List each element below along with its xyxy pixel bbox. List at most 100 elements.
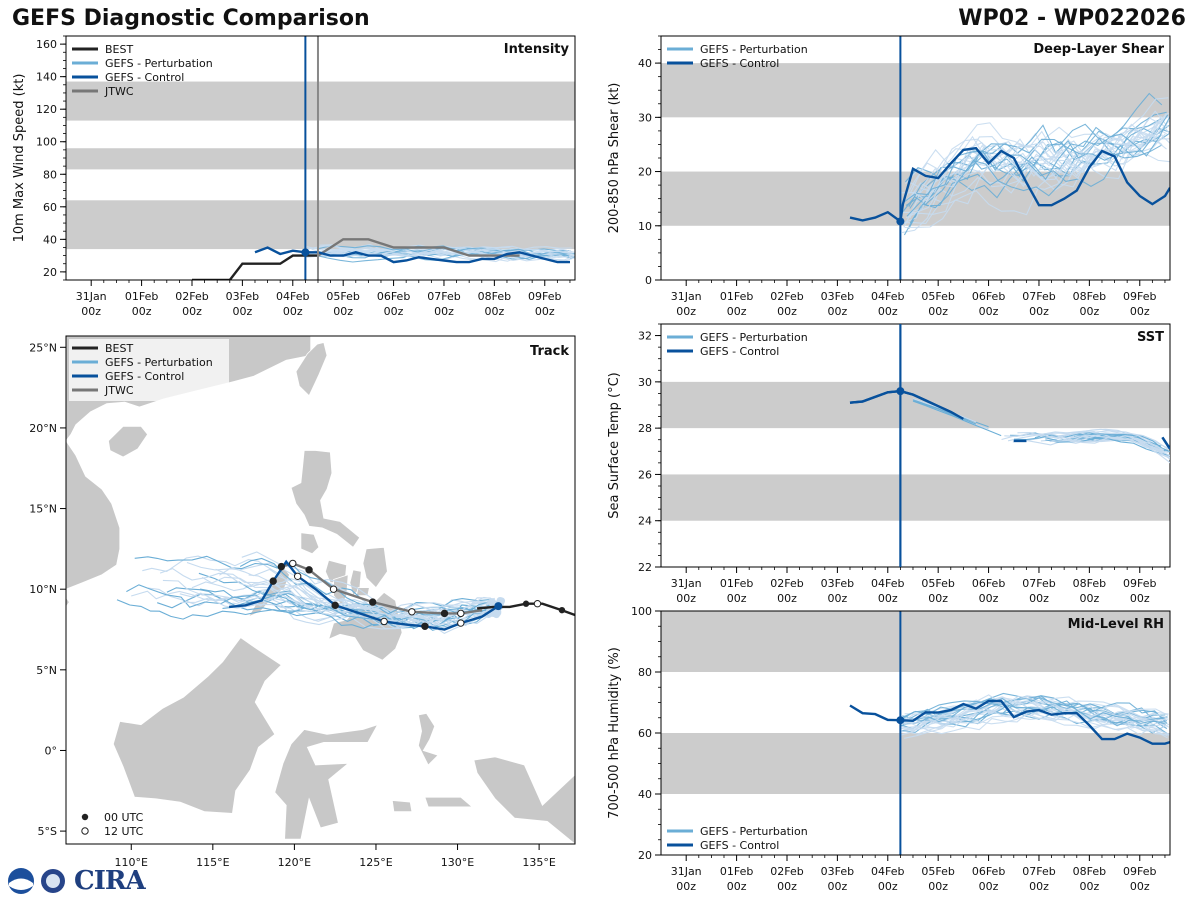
rh-xtick-label-hour: 00z bbox=[878, 880, 898, 893]
land-samar-leyte bbox=[362, 546, 388, 589]
rh-perturbation-line bbox=[900, 694, 1166, 736]
track-marker-legend-12utc: 12 UTC bbox=[104, 825, 144, 838]
shear-perturbation-line bbox=[906, 115, 1170, 217]
intensity-ytick-label: 80 bbox=[43, 168, 57, 181]
shear-perturbation-line bbox=[901, 111, 1167, 214]
sst-xtick-label-hour: 00z bbox=[1130, 592, 1150, 605]
land-halmahera bbox=[417, 712, 439, 766]
figure-title: GEFS Diagnostic Comparison bbox=[12, 6, 370, 31]
land-mindoro bbox=[300, 532, 320, 555]
intensity-perturbation-line bbox=[310, 245, 575, 257]
intensity-ytick-label: 20 bbox=[43, 266, 57, 279]
shear-xtick-label-hour: 00z bbox=[827, 305, 847, 318]
intensity-legend-label: GEFS - Perturbation bbox=[105, 57, 213, 70]
intensity-xtick-label-hour: 00z bbox=[384, 305, 404, 318]
sst-xtick-label-date: 09Feb bbox=[1123, 577, 1156, 590]
shear-perturbation-line bbox=[903, 110, 1169, 213]
track-12utc-marker bbox=[293, 572, 302, 580]
rh-xtick-label-hour: 00z bbox=[676, 880, 696, 893]
storm-id: WP02 - WP022026 bbox=[958, 6, 1186, 31]
shear-legend-label: GEFS - Perturbation bbox=[700, 43, 808, 56]
intensity-ytick-label: 140 bbox=[36, 71, 57, 84]
intensity-xtick-label-date: 05Feb bbox=[326, 290, 359, 303]
sst-series-control bbox=[1161, 436, 1170, 450]
track-perturbation-start-marker bbox=[491, 610, 499, 618]
intensity-xtick-label-date: 09Feb bbox=[528, 290, 561, 303]
track-init-marker bbox=[494, 602, 503, 611]
rh-ytick-label: 80 bbox=[638, 666, 652, 679]
sst-perturbation-line bbox=[912, 399, 977, 425]
track-12utc-marker bbox=[533, 600, 542, 608]
shear-perturbation-line bbox=[909, 137, 1163, 224]
rh-xtick-label-date: 08Feb bbox=[1073, 865, 1106, 878]
track-ytick-label: 0° bbox=[45, 744, 58, 757]
shear-legend-label: GEFS - Control bbox=[700, 57, 779, 70]
track-legend-label: JTWC bbox=[104, 384, 134, 397]
rh-perturbation-line bbox=[901, 697, 1167, 725]
shear-xtick-label-date: 03Feb bbox=[821, 290, 854, 303]
sst-xtick-label-date: 05Feb bbox=[921, 577, 954, 590]
track-00utc-marker bbox=[558, 606, 566, 614]
sst-xtick-label-date: 06Feb bbox=[972, 577, 1005, 590]
rh-band-0 bbox=[661, 733, 1170, 794]
land-luzon bbox=[290, 450, 361, 548]
rh-legend-label: GEFS - Perturbation bbox=[700, 825, 808, 838]
shear-xtick-label-hour: 00z bbox=[1130, 305, 1150, 318]
sst-xtick-label-date: 31Jan bbox=[671, 577, 702, 590]
land-vietnam bbox=[66, 440, 121, 590]
sst-xtick-label-hour: 00z bbox=[676, 592, 696, 605]
track-perturbation-line bbox=[134, 555, 496, 627]
legend-12utc-marker bbox=[81, 827, 89, 835]
intensity-ytick-label: 120 bbox=[36, 103, 57, 116]
shear-ytick-label: 0 bbox=[645, 274, 652, 287]
track-00utc-marker bbox=[269, 577, 277, 585]
intensity-ytick-label: 100 bbox=[36, 136, 57, 149]
track-00utc-marker bbox=[305, 566, 313, 574]
sst-ytick-label: 26 bbox=[638, 468, 652, 481]
shear-xtick-label-date: 06Feb bbox=[972, 290, 1005, 303]
sst-xtick-label-hour: 00z bbox=[1029, 592, 1049, 605]
sst-perturbation-line bbox=[1049, 434, 1164, 451]
sst-perturbation-line bbox=[912, 400, 1002, 437]
land-borneo bbox=[112, 637, 282, 814]
track-series-gefs-control bbox=[228, 559, 499, 631]
intensity-ytick-label: 40 bbox=[43, 233, 57, 246]
cira-logo: CIRA bbox=[6, 866, 146, 896]
sst-ylabel: Sea Surface Temp (°C) bbox=[607, 372, 622, 519]
noaa-logo-icon bbox=[8, 868, 65, 894]
intensity-ytick-label: 60 bbox=[43, 201, 57, 214]
sst-xtick-label-date: 02Feb bbox=[770, 577, 803, 590]
shear-xtick-label-hour: 00z bbox=[676, 305, 696, 318]
shear-xtick-label-date: 07Feb bbox=[1022, 290, 1055, 303]
sst-plot-bg bbox=[661, 324, 1170, 567]
intensity-band-2 bbox=[66, 81, 575, 121]
intensity-band-1 bbox=[66, 148, 575, 170]
rh-xtick-label-date: 01Feb bbox=[720, 865, 753, 878]
rh-xtick-label-date: 03Feb bbox=[821, 865, 854, 878]
shear-ytick-label: 10 bbox=[638, 220, 652, 233]
intensity-xtick-label-date: 04Feb bbox=[276, 290, 309, 303]
track-12utc-marker bbox=[289, 559, 297, 568]
track-perturbation-line bbox=[219, 566, 499, 626]
intensity-xtick-label-hour: 00z bbox=[535, 305, 555, 318]
track-legend-label: GEFS - Perturbation bbox=[105, 356, 213, 369]
intensity-xtick-label-hour: 00z bbox=[81, 305, 101, 318]
shear-xtick-label-date: 02Feb bbox=[770, 290, 803, 303]
track-00utc-marker bbox=[440, 609, 449, 618]
shear-perturbation-line bbox=[904, 112, 1170, 203]
intensity-band-0 bbox=[66, 200, 575, 250]
sst-perturbation-line bbox=[1045, 437, 1170, 456]
sst-title: SST bbox=[1137, 330, 1164, 345]
rh-xtick-label-hour: 00z bbox=[928, 880, 948, 893]
track-xtick-label: 115°E bbox=[196, 856, 229, 869]
track-12utc-marker bbox=[329, 585, 338, 593]
intensity-legend-label: BEST bbox=[105, 43, 133, 56]
land-seram bbox=[424, 796, 474, 808]
intensity-init-marker bbox=[301, 248, 310, 257]
track-12utc-marker bbox=[380, 617, 388, 626]
cira-logo-text: CIRA bbox=[74, 866, 146, 896]
rh-ylabel: 700-500 hPa Humidity (%) bbox=[607, 647, 622, 819]
intensity-xtick-label-date: 02Feb bbox=[175, 290, 208, 303]
sst-band-0 bbox=[661, 474, 1170, 521]
